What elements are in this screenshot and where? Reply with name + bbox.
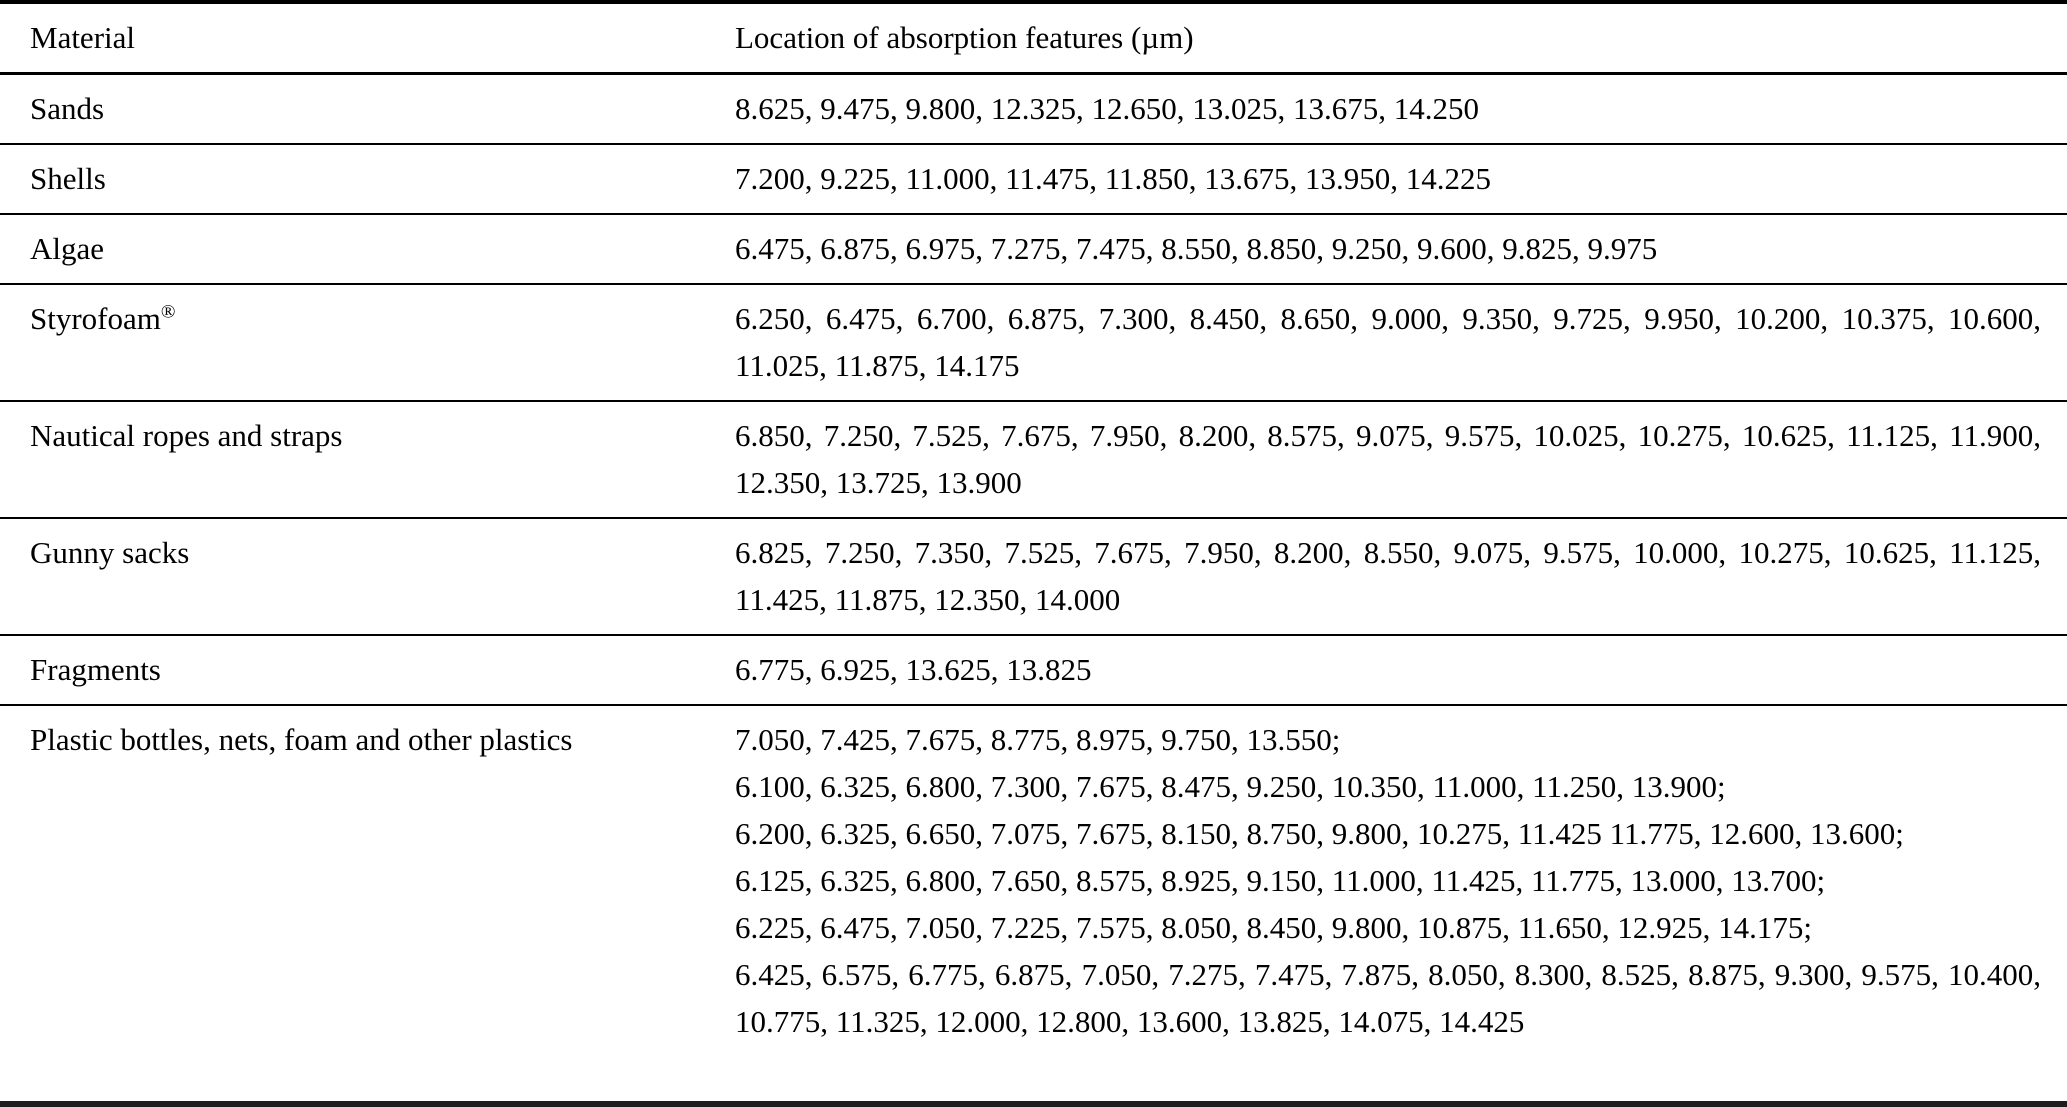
table-row-fragments: Fragments 6.775, 6.925, 13.625, 13.825: [0, 636, 2067, 706]
material-cell: Styrofoam®: [0, 295, 705, 342]
values-text: 6.825, 7.250, 7.350, 7.525, 7.675, 7.950…: [735, 535, 2041, 617]
table-row-shells: Shells 7.200, 9.225, 11.000, 11.475, 11.…: [0, 145, 2067, 215]
values-cell: 7.050, 7.425, 7.675, 8.775, 8.975, 9.750…: [705, 716, 2067, 1045]
material-cell: Nautical ropes and straps: [0, 412, 705, 459]
header-material-label: Material: [30, 20, 136, 55]
header-location-label: Location of absorption features (µm): [735, 20, 1194, 55]
values-text: 7.200, 9.225, 11.000, 11.475, 11.850, 13…: [735, 161, 1492, 196]
values-cell: 6.825, 7.250, 7.350, 7.525, 7.675, 7.950…: [705, 529, 2067, 623]
values-text: 6.475, 6.875, 6.975, 7.275, 7.475, 8.550…: [735, 231, 1658, 266]
table-row-plastics: Plastic bottles, nets, foam and other pl…: [0, 706, 2067, 1101]
values-text: 6.850, 7.250, 7.525, 7.675, 7.950, 8.200…: [735, 418, 2041, 500]
values-text: 6.775, 6.925, 13.625, 13.825: [735, 652, 1092, 687]
material-cell: Fragments: [0, 646, 705, 693]
values-text: 7.050, 7.425, 7.675, 8.775, 8.975, 9.750…: [735, 722, 1341, 757]
table-row-sands: Sands 8.625, 9.475, 9.800, 12.325, 12.65…: [0, 75, 2067, 145]
table-row-algae: Algae 6.475, 6.875, 6.975, 7.275, 7.475,…: [0, 215, 2067, 285]
registered-trademark-symbol: ®: [160, 301, 176, 323]
values-cell: 8.625, 9.475, 9.800, 12.325, 12.650, 13.…: [705, 85, 2067, 132]
table-row-gunny-sacks: Gunny sacks 6.825, 7.250, 7.350, 7.525, …: [0, 519, 2067, 636]
values-text: 6.250, 6.475, 6.700, 6.875, 7.300, 8.450…: [735, 301, 2041, 383]
header-material-cell: Material: [0, 14, 705, 61]
material-cell: Shells: [0, 155, 705, 202]
values-text: 6.425, 6.575, 6.775, 6.875, 7.050, 7.275…: [735, 957, 2041, 1039]
values-cell: 6.850, 7.250, 7.525, 7.675, 7.950, 8.200…: [705, 412, 2067, 506]
material-label: Plastic bottles, nets, foam and other pl…: [30, 722, 573, 757]
values-cell: 6.250, 6.475, 6.700, 6.875, 7.300, 8.450…: [705, 295, 2067, 389]
values-cell: 6.475, 6.875, 6.975, 7.275, 7.475, 8.550…: [705, 225, 2067, 272]
table-row-styrofoam: Styrofoam® 6.250, 6.475, 6.700, 6.875, 7…: [0, 285, 2067, 402]
values-text: 6.125, 6.325, 6.800, 7.650, 8.575, 8.925…: [735, 863, 1826, 898]
material-label: Gunny sacks: [30, 535, 190, 570]
material-label: Fragments: [30, 652, 161, 687]
values-cell: 6.775, 6.925, 13.625, 13.825: [705, 646, 2067, 693]
material-label: Styrofoam: [30, 301, 161, 336]
material-cell: Plastic bottles, nets, foam and other pl…: [0, 716, 705, 763]
values-text: 6.225, 6.475, 7.050, 7.225, 7.575, 8.050…: [735, 910, 1812, 945]
material-label: Sands: [30, 91, 105, 126]
values-cell: 7.200, 9.225, 11.000, 11.475, 11.850, 13…: [705, 155, 2067, 202]
material-label: Algae: [30, 231, 105, 266]
values-text: 6.200, 6.325, 6.650, 7.075, 7.675, 8.150…: [735, 816, 1904, 851]
material-cell: Sands: [0, 85, 705, 132]
material-cell: Gunny sacks: [0, 529, 705, 576]
material-label: Shells: [30, 161, 106, 196]
table-row-nautical-ropes: Nautical ropes and straps 6.850, 7.250, …: [0, 402, 2067, 519]
values-text: 8.625, 9.475, 9.800, 12.325, 12.650, 13.…: [735, 91, 1479, 126]
material-cell: Algae: [0, 225, 705, 272]
values-text: 6.100, 6.325, 6.800, 7.300, 7.675, 8.475…: [735, 769, 1726, 804]
material-label: Nautical ropes and straps: [30, 418, 343, 453]
header-location-cell: Location of absorption features (µm): [705, 14, 2067, 61]
table-header-row: Material Location of absorption features…: [0, 4, 2067, 75]
